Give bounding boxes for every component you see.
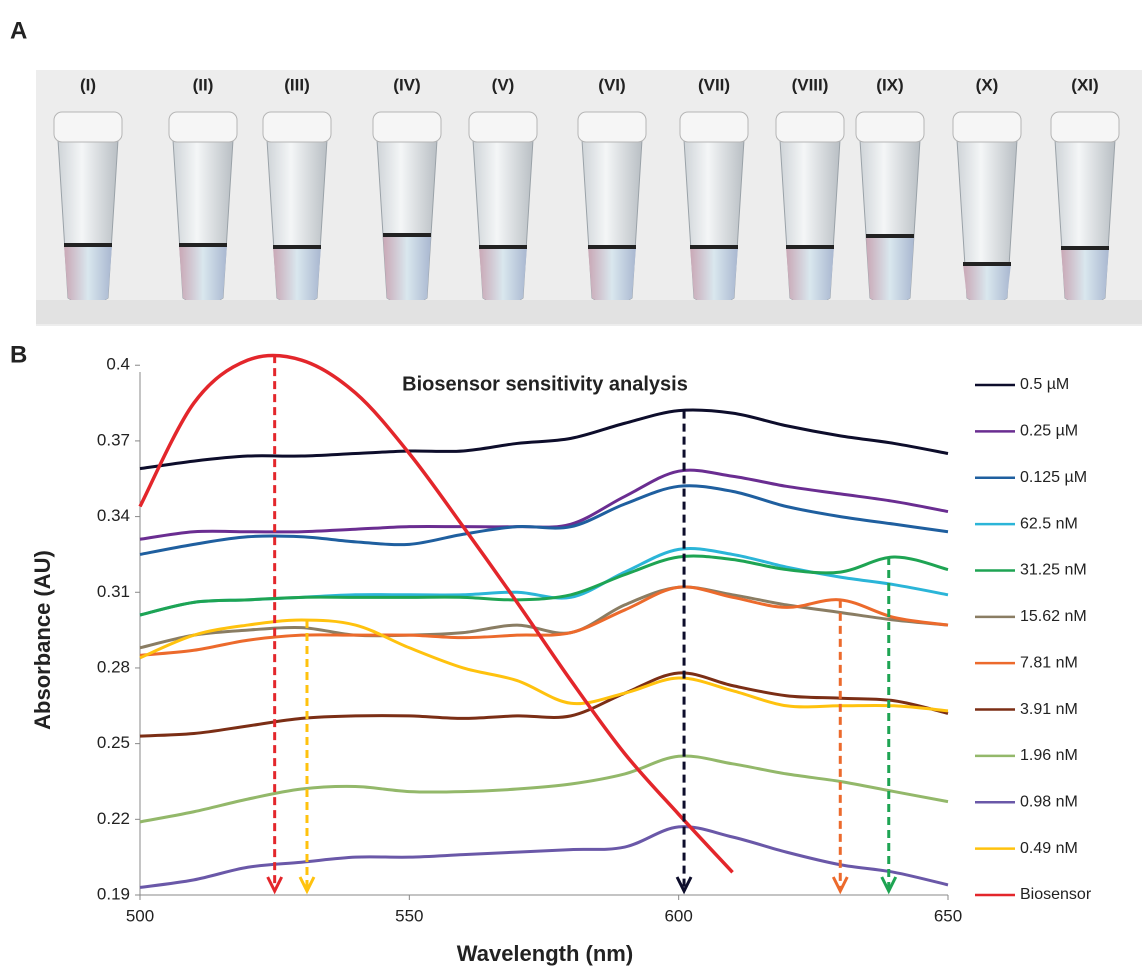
tube-liquid — [383, 235, 431, 305]
y-axis-label: Absorbance (AU) — [30, 550, 55, 730]
plot-area: 0.19 0.22 0.25 0.28 0.31 0.34 0.37 0.4 500 550 600… — [97, 353, 1092, 925]
tube-liquid — [588, 247, 636, 305]
tube-label: (II) — [193, 75, 214, 94]
y-tick-label: 0.31 — [97, 582, 130, 601]
series-line — [139, 484, 949, 556]
tube-liquid — [866, 236, 914, 305]
legend-label: 0.49 nM — [1020, 840, 1078, 857]
y-tick-label: 0.4 — [106, 355, 130, 374]
tube-label: (IV) — [393, 75, 420, 94]
series-line — [139, 671, 949, 738]
tube-label: (VIII) — [792, 75, 829, 94]
tube-cap — [577, 111, 647, 143]
y-tick-label: 0.28 — [97, 657, 130, 676]
legend-label: 0.5 µM — [1020, 376, 1069, 393]
legend-label: 1.96 nM — [1020, 747, 1078, 764]
y-tick-label: 0.37 — [97, 430, 130, 449]
series-line — [139, 547, 949, 617]
tube-cap — [1050, 111, 1120, 143]
photo-floor — [36, 300, 1142, 324]
chart-title: Biosensor sensitivity analysis — [402, 373, 688, 395]
tube-label: (VI) — [598, 75, 625, 94]
tube-liquid — [1061, 248, 1109, 305]
arrow-head — [266, 876, 284, 895]
panel-label: A — [10, 17, 27, 44]
tube-cap — [168, 111, 238, 143]
y-tick-label: 0.19 — [97, 884, 130, 903]
x-tick-label: 550 — [395, 906, 423, 925]
legend-label: 0.125 µM — [1020, 469, 1087, 486]
series-line — [139, 585, 949, 650]
tube-cap — [372, 111, 442, 143]
legend-label: Biosensor — [1020, 886, 1092, 903]
x-tick-label: 600 — [664, 906, 692, 925]
x-tick-label: 500 — [126, 906, 154, 925]
tube-label: (III) — [284, 75, 310, 94]
tube-liquid — [786, 247, 834, 305]
tube-cap — [775, 111, 845, 143]
tube-label: (I) — [80, 75, 96, 94]
tube-liquid — [479, 247, 527, 305]
tube-liquid — [64, 245, 112, 305]
tube-liquid — [690, 247, 738, 305]
series-line — [139, 585, 949, 657]
y-tick-label: 0.22 — [97, 809, 130, 828]
arrow-head — [675, 876, 693, 895]
tube-cap — [53, 111, 123, 143]
legend-label: 7.81 nM — [1020, 654, 1078, 671]
panel-label: B — [10, 341, 27, 368]
legend-label: 15.62 nM — [1020, 608, 1087, 625]
tube-label: (VII) — [698, 75, 730, 94]
y-tick-label: 0.25 — [97, 733, 130, 752]
series-line — [139, 408, 949, 471]
tube-label: (V) — [492, 75, 515, 94]
arrow-head — [298, 876, 316, 895]
tube-label: (X) — [976, 75, 999, 94]
tube-cap — [262, 111, 332, 143]
tube-cap — [468, 111, 538, 143]
tube-liquid — [963, 264, 1011, 305]
tube-label: (IX) — [876, 75, 903, 94]
x-axis-label: Wavelength (nm) — [457, 941, 633, 966]
series-line — [139, 825, 949, 889]
x-tick-label: 650 — [934, 906, 962, 925]
tube-label: (XI) — [1071, 75, 1098, 94]
legend-label: 0.25 µM — [1020, 423, 1078, 440]
tube-cap — [679, 111, 749, 143]
legend-label: 62.5 nM — [1020, 515, 1078, 532]
legend-label: 31.25 nM — [1020, 562, 1087, 579]
tube-cap — [952, 111, 1022, 143]
arrow-head — [880, 876, 898, 895]
tube-cap — [855, 111, 925, 143]
tube-liquid — [273, 247, 321, 305]
legend-label: 0.98 nM — [1020, 793, 1078, 810]
legend-label: 3.91 nM — [1020, 701, 1078, 718]
tube-photo: (I) (II) (III) (IV) (V) (VI) (VII) (VIII) (IX) (X… — [36, 75, 1142, 324]
series-line — [138, 353, 734, 874]
y-tick-label: 0.34 — [97, 506, 130, 525]
series-line — [139, 754, 949, 824]
tube-liquid — [179, 245, 227, 305]
series-line — [139, 554, 949, 617]
arrow-head — [831, 876, 849, 895]
